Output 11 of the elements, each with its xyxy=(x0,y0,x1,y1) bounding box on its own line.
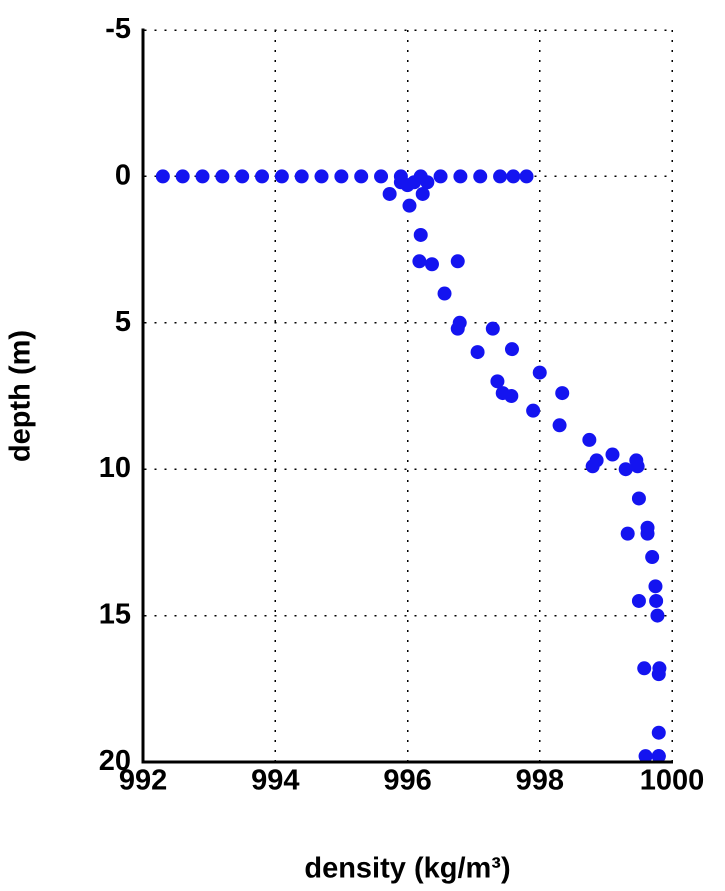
y-tick-label: 10 xyxy=(98,452,131,484)
y-axis-title: depth (m) xyxy=(4,330,36,462)
x-tick-label: 996 xyxy=(383,764,432,796)
x-axis-title: density (kg/m³) xyxy=(304,852,511,885)
x-tick-label: 998 xyxy=(516,764,564,796)
y-tick-label: 0 xyxy=(114,159,131,192)
y-tick-label: 15 xyxy=(98,598,131,631)
x-tick-label: 1000 xyxy=(640,764,704,796)
y-tick-label: 5 xyxy=(114,306,131,338)
y-tick-label: -5 xyxy=(105,13,131,45)
x-tick-label: 994 xyxy=(251,764,300,796)
